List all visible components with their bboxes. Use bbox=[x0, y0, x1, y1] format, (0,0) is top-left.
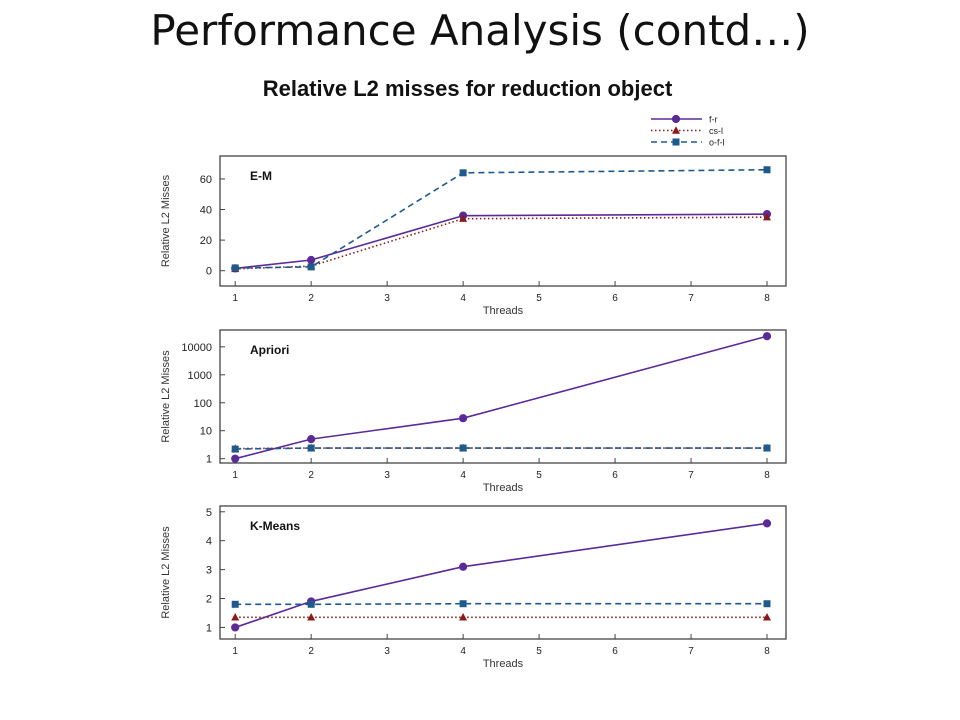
x-tick-label: 1 bbox=[232, 646, 238, 657]
x-tick-label: 2 bbox=[308, 470, 314, 481]
x-axis-label: Threads bbox=[483, 482, 524, 494]
data-point-o-f-l bbox=[231, 600, 239, 608]
y-tick-label: 20 bbox=[200, 235, 212, 247]
data-point-o-f-l bbox=[231, 264, 239, 272]
y-tick-label: 5 bbox=[206, 507, 212, 519]
data-point-o-f-l bbox=[307, 444, 315, 452]
plot-frame bbox=[219, 155, 787, 287]
data-point-f-r bbox=[231, 454, 240, 463]
series-line-o-f-l bbox=[235, 168, 768, 269]
x-tick-label: 3 bbox=[384, 293, 390, 304]
data-point-cs-l bbox=[763, 613, 772, 621]
x-tick-label: 2 bbox=[308, 293, 314, 304]
data-point-cs-l bbox=[459, 214, 468, 222]
data-point-cs-l bbox=[763, 212, 772, 221]
data-point-o-f-l bbox=[307, 600, 315, 608]
y-tick-label: 10 bbox=[200, 426, 212, 438]
x-tick-label: 1 bbox=[232, 293, 238, 304]
chart-panel-1: 0 20 40 60 1 2 3 4 5 6 7 8 E-M Threads Relative L2 Mis… bbox=[160, 155, 787, 317]
series-line-f-r bbox=[235, 213, 768, 270]
data-point-o-f-l bbox=[307, 263, 315, 271]
x-tick-label: 8 bbox=[764, 646, 770, 657]
x-axis-label: Threads bbox=[483, 658, 524, 670]
series-line-o-f-l bbox=[235, 602, 768, 606]
slide-subtitle: Relative L2 misses for reduction object bbox=[262, 76, 673, 101]
legend-label-cs-l: cs-l bbox=[709, 126, 723, 136]
data-point-f-r bbox=[307, 435, 316, 444]
plot-frame bbox=[219, 329, 787, 464]
chart-panel-2: 1 10 100 1000 10000 1 2 3 4 5 6 7 8 Apriori Threads Rel… bbox=[160, 329, 787, 494]
y-tick-label: 4 bbox=[206, 536, 212, 548]
y-tick-label: 100 bbox=[194, 398, 212, 410]
y-axis-label: Relative L2 Misses bbox=[160, 350, 172, 443]
panel-title: K-Means bbox=[250, 519, 300, 533]
data-point-f-r bbox=[459, 414, 468, 423]
x-tick-label: 6 bbox=[612, 646, 618, 657]
data-point-o-f-l bbox=[459, 444, 467, 452]
data-point-o-f-l bbox=[231, 445, 239, 453]
series-line-o-f-l bbox=[235, 447, 768, 450]
x-tick-label: 1 bbox=[232, 470, 238, 481]
y-tick-label: 40 bbox=[200, 205, 212, 217]
legend-marker-o-f-l bbox=[672, 138, 680, 146]
data-point-cs-l bbox=[459, 613, 468, 621]
series-line-f-r bbox=[234, 522, 768, 629]
legend-label-o-f-l: o-f-l bbox=[709, 138, 725, 148]
legend-marker-cs-l bbox=[672, 126, 680, 134]
series-line-f-r bbox=[234, 335, 768, 460]
data-point-o-f-l bbox=[763, 166, 771, 174]
data-point-o-f-l bbox=[763, 600, 771, 608]
y-tick-label: 1 bbox=[206, 454, 212, 466]
y-tick-label: 2 bbox=[206, 594, 212, 606]
data-point-f-r bbox=[459, 562, 468, 571]
x-tick-label: 6 bbox=[612, 470, 618, 481]
x-tick-label: 5 bbox=[536, 646, 542, 657]
x-tick-label: 4 bbox=[460, 470, 466, 481]
x-tick-label: 4 bbox=[460, 646, 466, 657]
data-point-f-r bbox=[231, 623, 240, 632]
y-tick-label: 10000 bbox=[181, 342, 212, 354]
x-tick-label: 7 bbox=[688, 293, 694, 304]
chart-panel-3: 1 2 3 4 5 1 2 3 4 5 6 7 8 K-Means Threads Relative L2 M… bbox=[160, 505, 787, 670]
data-point-o-f-l bbox=[459, 600, 467, 608]
y-tick-label: 3 bbox=[206, 565, 212, 577]
panel-title: Apriori bbox=[250, 343, 289, 357]
x-tick-label: 2 bbox=[308, 646, 314, 657]
y-axis-label: Relative L2 Misses bbox=[160, 526, 172, 619]
legend-label-f-r: f-r bbox=[709, 115, 718, 125]
slide-title: Performance Analysis (contd…) bbox=[150, 6, 810, 55]
x-tick-label: 4 bbox=[460, 293, 466, 304]
data-point-f-r bbox=[762, 332, 772, 341]
x-tick-label: 6 bbox=[612, 293, 618, 304]
x-axis-label: Threads bbox=[483, 305, 524, 317]
x-tick-label: 8 bbox=[764, 293, 770, 304]
y-tick-label: 0 bbox=[206, 266, 212, 278]
y-tick-label: 1 bbox=[206, 622, 212, 634]
data-point-cs-l bbox=[307, 613, 316, 621]
x-tick-label: 3 bbox=[384, 470, 390, 481]
x-tick-label: 7 bbox=[688, 470, 694, 481]
x-tick-label: 5 bbox=[536, 470, 542, 481]
panel-title: E-M bbox=[250, 169, 272, 183]
y-tick-label: 1000 bbox=[188, 370, 212, 382]
data-point-o-f-l bbox=[459, 169, 467, 177]
y-tick-label: 60 bbox=[200, 174, 212, 186]
legend-marker-f-r bbox=[671, 114, 681, 124]
x-tick-label: 5 bbox=[536, 293, 542, 304]
y-axis-label: Relative L2 Misses bbox=[160, 174, 172, 267]
plot-frame bbox=[219, 505, 787, 640]
legend: f-rcs-l o-f-l bbox=[651, 115, 725, 148]
data-point-o-f-l bbox=[763, 444, 771, 452]
data-point-cs-l bbox=[231, 613, 240, 621]
x-tick-label: 8 bbox=[764, 470, 770, 481]
x-tick-label: 7 bbox=[688, 646, 694, 657]
x-tick-label: 3 bbox=[384, 646, 390, 657]
data-point-f-r bbox=[762, 519, 772, 528]
